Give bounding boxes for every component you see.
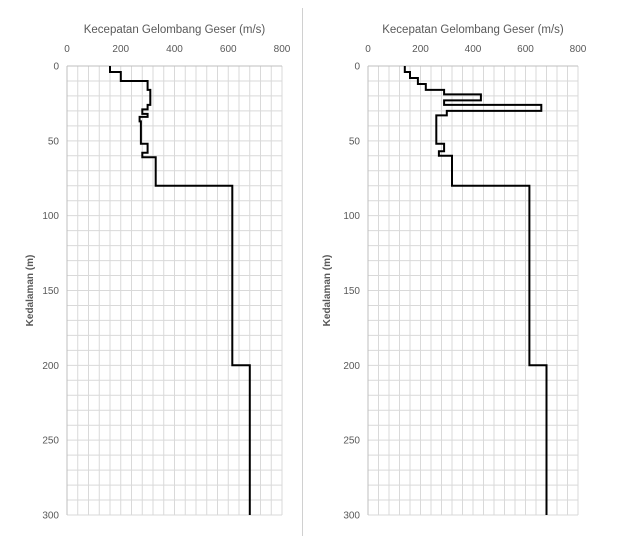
chart-panel-left: Kecepatan Gelombang Geser (m/s) 0 200 400 60… <box>0 0 302 544</box>
x-tick-label: 200 <box>412 44 429 55</box>
x-tick-label: 800 <box>570 44 587 55</box>
x-tick-label: 600 <box>220 44 237 55</box>
x-tick-label: 400 <box>465 44 482 55</box>
x-tick-label: 600 <box>517 44 534 55</box>
x-tick-label: 800 <box>274 44 291 55</box>
x-tick-label: 0 <box>64 44 70 55</box>
chart-title: Kecepatan Gelombang Geser (m/s) <box>382 24 564 36</box>
y-tick-label: 250 <box>343 436 360 447</box>
chart-panel-right: Kecepatan Gelombang Geser (m/s) 0 200 400 60… <box>304 0 619 544</box>
y-tick-label: 50 <box>48 136 60 147</box>
y-tick-label: 250 <box>42 436 59 447</box>
velocity-profile-line <box>109 66 251 515</box>
y-tick-label: 300 <box>343 511 360 522</box>
y-tick-label: 50 <box>349 136 361 147</box>
x-tick-label: 0 <box>365 44 371 55</box>
y-tick-label: 100 <box>42 211 59 222</box>
y-tick-label: 300 <box>42 511 59 522</box>
y-tick-label: 100 <box>343 211 360 222</box>
y-tick-label: 150 <box>343 286 360 297</box>
y-axis-label: Kedalaman (m) <box>25 255 36 327</box>
chart-title: Kecepatan Gelombang Geser (m/s) <box>84 24 266 36</box>
y-tick-label: 200 <box>42 361 59 372</box>
panel-divider <box>302 8 303 536</box>
y-axis-label: Kedalaman (m) <box>322 255 333 327</box>
chart-left: Kecepatan Gelombang Geser (m/s) 0 200 400 60… <box>25 24 291 522</box>
x-tick-label: 200 <box>112 44 129 55</box>
chart-right: Kecepatan Gelombang Geser (m/s) 0 200 400 60… <box>322 24 587 522</box>
y-tick-label: 150 <box>42 286 59 297</box>
y-tick-label: 0 <box>354 62 360 73</box>
y-tick-label: 0 <box>53 62 59 73</box>
velocity-profile-line <box>403 66 548 515</box>
x-tick-label: 400 <box>166 44 183 55</box>
y-tick-label: 200 <box>343 361 360 372</box>
